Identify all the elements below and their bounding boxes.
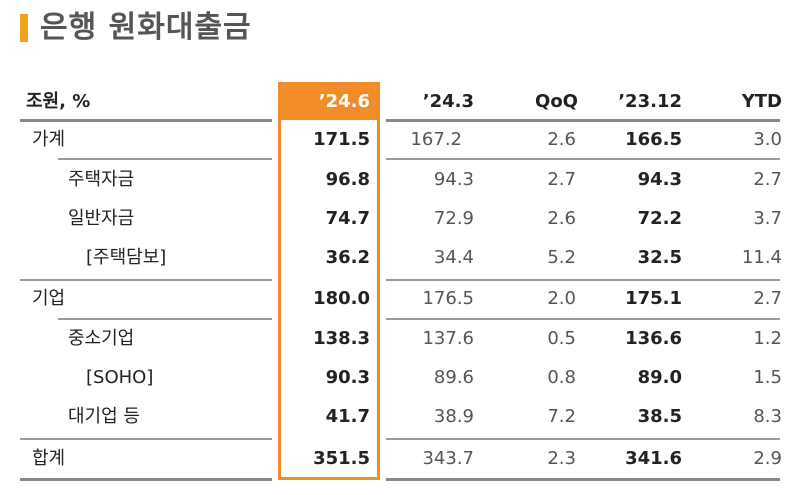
cell-value: 2.0 bbox=[547, 288, 576, 309]
cell-value: 38.5 bbox=[637, 406, 682, 427]
cell-value: 0.5 bbox=[547, 328, 576, 349]
cell-value: 32.5 bbox=[637, 247, 682, 268]
cell-value: 36.2 bbox=[325, 247, 370, 268]
cell-value: 89.6 bbox=[433, 367, 474, 388]
cell-value: 74.7 bbox=[325, 208, 370, 229]
page-title: 은행 원화대출금 bbox=[40, 10, 252, 45]
highlight-column-header-bg bbox=[278, 82, 380, 120]
cell-value: 176.5 bbox=[422, 288, 474, 309]
row-label-large-corp: 대기업 등 bbox=[68, 406, 140, 427]
cell-value: 175.1 bbox=[625, 288, 682, 309]
col-header-qoq: QoQ bbox=[535, 91, 578, 112]
header-divider-right bbox=[386, 119, 780, 122]
cell-value: 72.9 bbox=[433, 208, 474, 229]
cell-value: 72.2 bbox=[637, 208, 682, 229]
cell-value: 41.7 bbox=[325, 406, 370, 427]
cell-value: 89.0 bbox=[637, 367, 682, 388]
cell-value: 341.6 bbox=[625, 448, 682, 469]
cell-value: 5.2 bbox=[547, 247, 576, 268]
cell-value: 8.3 bbox=[753, 406, 782, 427]
cell-value: 171.5 bbox=[313, 129, 370, 150]
row-divider bbox=[58, 318, 272, 320]
table-bottom-border-right bbox=[386, 478, 780, 481]
cell-value: 3.7 bbox=[753, 208, 782, 229]
cell-value: 1.5 bbox=[753, 367, 782, 388]
row-label-housing-fund: 주택자금 bbox=[68, 169, 135, 190]
title-accent-bar bbox=[20, 14, 28, 42]
row-divider bbox=[386, 438, 780, 440]
cell-value: 343.7 bbox=[422, 448, 474, 469]
cell-value: 2.6 bbox=[547, 208, 576, 229]
table-bottom-border bbox=[20, 478, 272, 481]
col-header-24-3: ’24.3 bbox=[422, 91, 474, 112]
cell-value: 38.9 bbox=[433, 406, 474, 427]
cell-value: 137.6 bbox=[422, 328, 474, 349]
col-header-23-12: ’23.12 bbox=[618, 91, 682, 112]
cell-value: 2.7 bbox=[547, 169, 576, 190]
unit-label: 조원, % bbox=[26, 91, 91, 112]
cell-value: 7.2 bbox=[547, 406, 576, 427]
row-divider bbox=[386, 158, 780, 160]
cell-value: 34.4 bbox=[433, 247, 474, 268]
cell-value: 351.5 bbox=[313, 448, 370, 469]
cell-value: 136.6 bbox=[625, 328, 682, 349]
cell-value: 3.0 bbox=[753, 129, 782, 150]
row-divider bbox=[20, 279, 272, 281]
cell-value: 94.3 bbox=[637, 169, 682, 190]
cell-value: 2.7 bbox=[753, 169, 782, 190]
cell-value: 180.0 bbox=[313, 288, 370, 309]
cell-value: 167.2 bbox=[410, 129, 462, 150]
cell-value: 2.7 bbox=[753, 288, 782, 309]
row-label-corporate: 기업 bbox=[32, 288, 66, 309]
row-label-household: 가계 bbox=[32, 129, 66, 150]
cell-value: 90.3 bbox=[325, 367, 370, 388]
cell-value: 0.8 bbox=[547, 367, 576, 388]
cell-value: 2.9 bbox=[753, 448, 782, 469]
row-divider bbox=[386, 318, 780, 320]
row-divider bbox=[386, 279, 780, 281]
row-label-sme: 중소기업 bbox=[68, 328, 135, 349]
row-divider bbox=[58, 158, 272, 160]
row-divider bbox=[20, 438, 272, 440]
cell-value: 2.6 bbox=[547, 129, 576, 150]
row-label-general-fund: 일반자금 bbox=[68, 208, 135, 229]
cell-value: 11.4 bbox=[741, 247, 782, 268]
cell-value: 138.3 bbox=[313, 328, 370, 349]
col-header-ytd: YTD bbox=[741, 91, 782, 112]
cell-value: 94.3 bbox=[433, 169, 474, 190]
header-divider bbox=[20, 119, 272, 122]
row-label-total: 합계 bbox=[32, 448, 66, 469]
cell-value: 96.8 bbox=[325, 169, 370, 190]
cell-value: 166.5 bbox=[625, 129, 682, 150]
cell-value: 2.3 bbox=[547, 448, 576, 469]
col-header-24-6: ’24.6 bbox=[318, 91, 370, 112]
cell-value: 1.2 bbox=[753, 328, 782, 349]
row-label-mortgage: [주택담보] bbox=[86, 247, 167, 268]
row-label-soho: [SOHO] bbox=[86, 367, 154, 388]
